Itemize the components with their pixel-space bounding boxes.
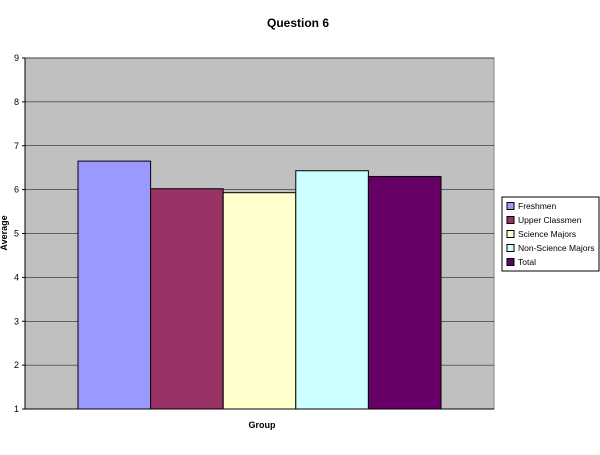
bar-science-majors	[222, 192, 297, 410]
y-tick-label: 9	[14, 53, 19, 63]
y-axis-ticks: 1 2 3 4 5 6 7 8 9	[14, 53, 25, 414]
legend-swatch	[506, 230, 515, 238]
y-tick-label: 8	[14, 97, 19, 107]
x-axis-title: Group	[249, 420, 276, 430]
bars	[77, 160, 442, 410]
y-tick-label: 3	[14, 316, 19, 326]
legend-swatch	[506, 244, 515, 252]
legend-items: Freshmen Upper Classmen Science Majors Non-…	[506, 201, 595, 267]
bar-total	[367, 175, 442, 410]
bar-non-science-majors	[295, 170, 369, 410]
legend-swatch	[506, 258, 515, 266]
y-tick-label: 4	[14, 272, 19, 282]
legend-label: Upper Classmen	[518, 215, 582, 225]
y-tick-label: 1	[14, 404, 19, 414]
y-axis-title: Average	[0, 215, 9, 250]
y-tick-label: 2	[14, 360, 19, 370]
y-tick-label: 6	[14, 185, 19, 195]
legend-swatch	[506, 202, 515, 210]
bar-upper-classmen	[150, 188, 224, 410]
legend-swatch	[506, 216, 515, 224]
legend-label: Science Majors	[518, 229, 576, 239]
bar-freshmen	[77, 160, 152, 410]
legend-label: Freshmen	[518, 201, 557, 211]
legend-label: Non-Science Majors	[518, 243, 595, 253]
legend: Freshmen Upper Classmen Science Majors Non-…	[501, 196, 600, 272]
legend-box	[501, 196, 600, 272]
legend-label: Total	[518, 257, 536, 267]
chart-title: Question 6	[267, 16, 329, 30]
y-tick-label: 5	[14, 229, 19, 239]
y-tick-label: 7	[14, 141, 19, 151]
